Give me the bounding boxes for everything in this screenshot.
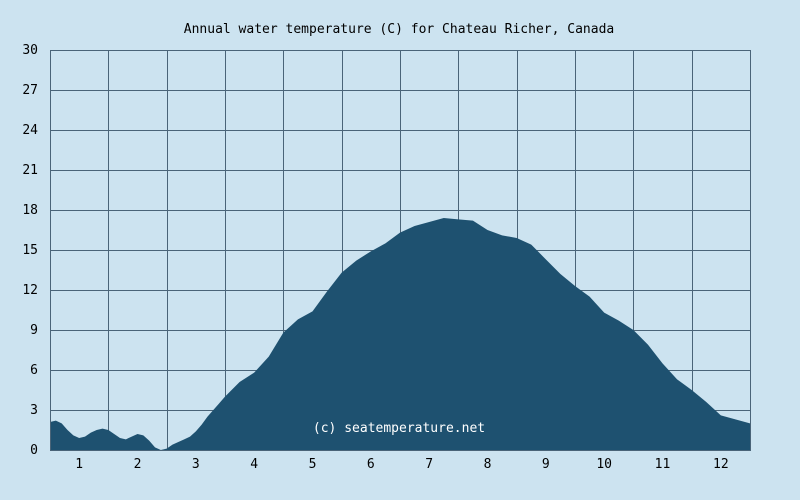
y-axis-ticks: 0 3 6 9 12 15 18 21 24 27 30 xyxy=(22,43,38,458)
y-tick-label: 24 xyxy=(22,123,38,138)
x-tick-label: 10 xyxy=(596,457,612,472)
x-tick-label: 5 xyxy=(309,457,317,472)
x-tick-label: 7 xyxy=(425,457,433,472)
plot-frame xyxy=(50,50,751,451)
x-tick-label: 12 xyxy=(713,457,729,472)
y-tick-label: 0 xyxy=(30,443,38,458)
x-tick-label: 2 xyxy=(134,457,142,472)
x-tick-label: 4 xyxy=(250,457,258,472)
x-tick-label: 1 xyxy=(75,457,83,472)
x-tick-label: 6 xyxy=(367,457,375,472)
y-tick-label: 9 xyxy=(30,323,38,338)
y-tick-label: 21 xyxy=(22,163,38,178)
x-axis-ticks: 1 2 3 4 5 6 7 8 9 10 11 12 xyxy=(75,457,728,472)
watermark-text: (c) seatemperature.net xyxy=(313,421,485,436)
y-tick-label: 6 xyxy=(30,363,38,378)
x-tick-label: 11 xyxy=(655,457,671,472)
x-tick-label: 8 xyxy=(484,457,492,472)
x-tick-label: 9 xyxy=(542,457,550,472)
chart-title: Annual water temperature (C) for Chateau… xyxy=(184,22,614,37)
y-tick-label: 3 xyxy=(30,403,38,418)
y-tick-label: 15 xyxy=(22,243,38,258)
temperature-area xyxy=(50,218,750,450)
y-tick-label: 18 xyxy=(22,203,38,218)
y-tick-label: 12 xyxy=(22,283,38,298)
x-tick-label: 3 xyxy=(192,457,200,472)
y-tick-label: 27 xyxy=(22,83,38,98)
y-tick-label: 30 xyxy=(22,43,38,58)
